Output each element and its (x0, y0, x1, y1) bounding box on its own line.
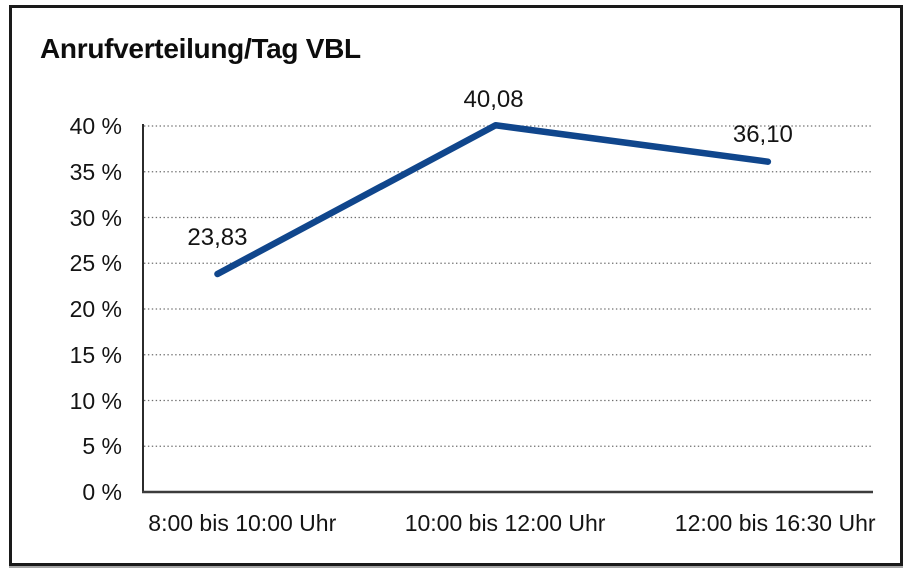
y-tick-label: 40 % (69, 113, 122, 139)
y-tick-label: 30 % (69, 204, 122, 231)
data-label: 36,10 (732, 120, 793, 148)
y-tick-label: 15 % (69, 341, 122, 368)
data-label: 23,83 (187, 223, 248, 251)
y-tick-label: 0 % (82, 479, 122, 505)
x-category-label: 8:00 bis 10:00 Uhr (148, 510, 337, 536)
y-tick-label: 35 % (69, 158, 122, 185)
y-tick-label: 20 % (69, 296, 122, 322)
y-tick-label: 5 % (82, 433, 122, 460)
y-tick-label: 25 % (69, 250, 122, 277)
y-tick-label: 10 % (69, 387, 122, 414)
x-category-label: 10:00 bis 12:00 Uhr (404, 510, 606, 536)
x-category-label: 12:00 bis 16:30 Uhr (674, 510, 876, 536)
data-label: 40,08 (463, 86, 524, 114)
chart-title: Anrufverteilung/Tag VBL (40, 33, 361, 64)
chart-frame (9, 5, 903, 566)
